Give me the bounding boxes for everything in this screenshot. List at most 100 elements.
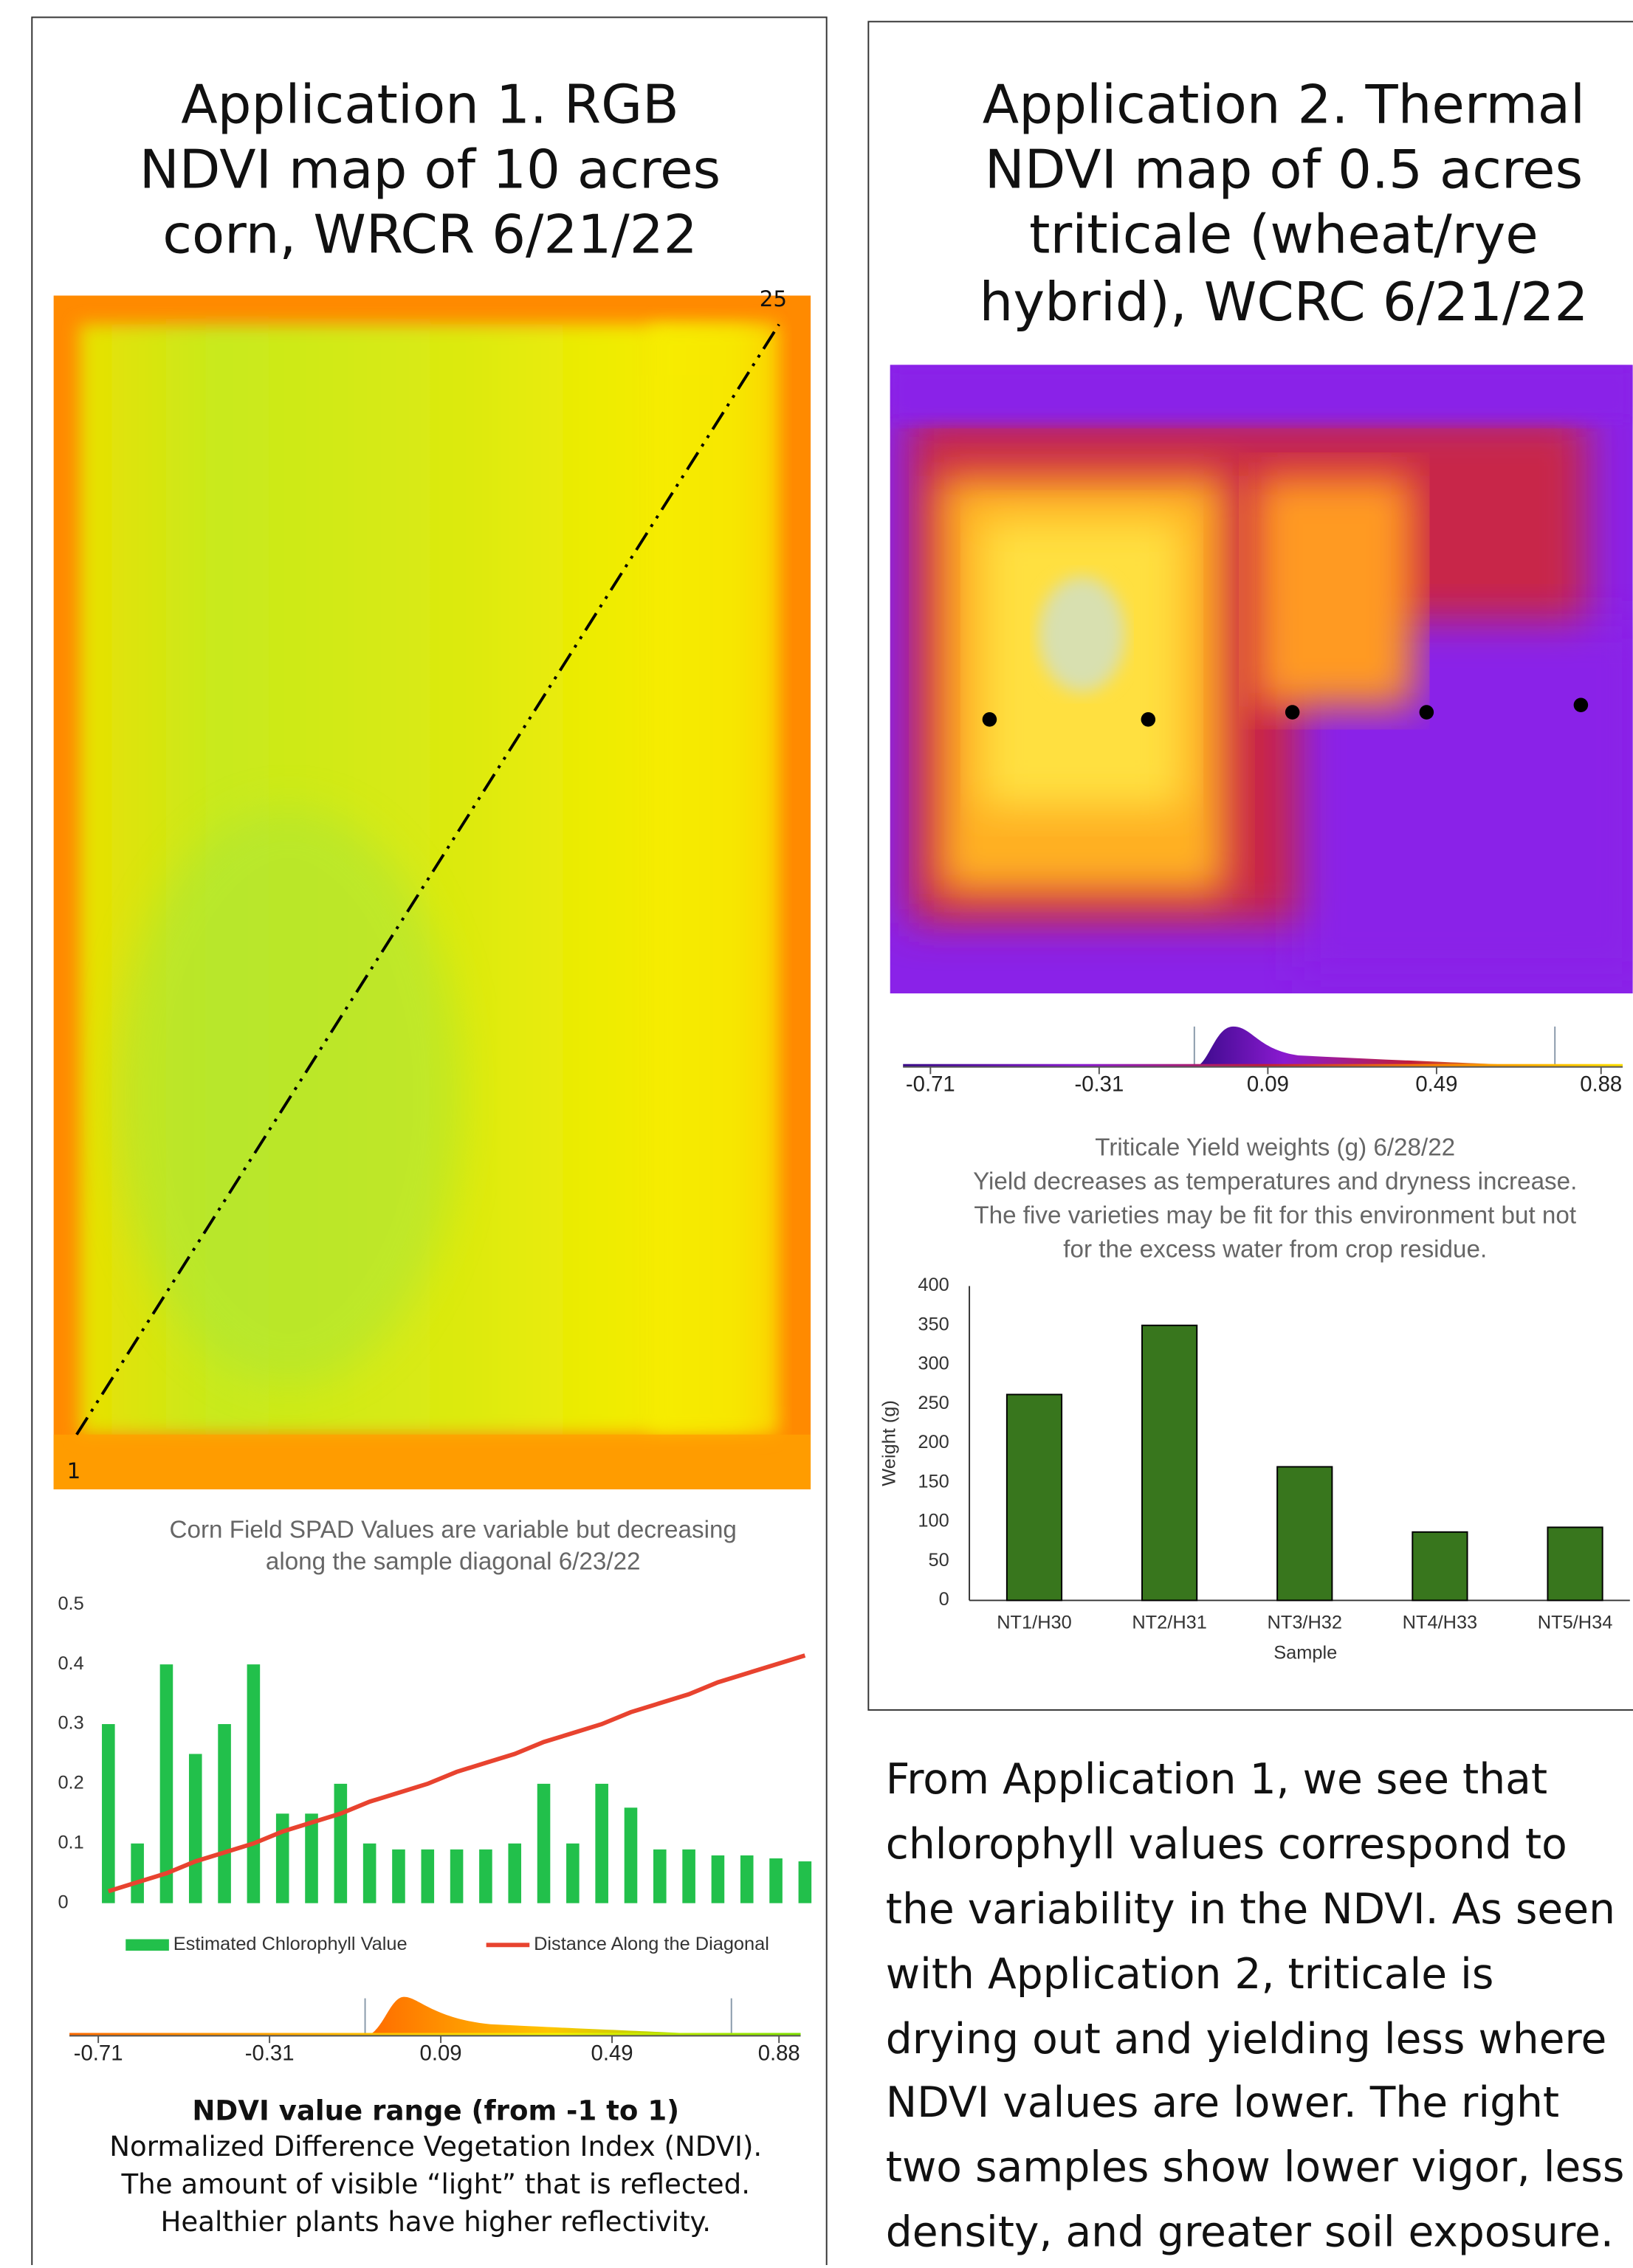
y-tick-label: 0 bbox=[939, 1589, 949, 1610]
y-tick-label: 300 bbox=[918, 1354, 949, 1374]
caption: Normalized Difference Vegetation Index (… bbox=[109, 2131, 762, 2162]
y-tick-label: 200 bbox=[918, 1432, 949, 1452]
colorbar-band bbox=[903, 1064, 1623, 1067]
body-text: From Application 1, we see that bbox=[886, 1755, 1547, 1804]
panel-title: corn, WRCR 6/21/22 bbox=[162, 204, 697, 266]
y-tick-label: 0.1 bbox=[58, 1832, 83, 1852]
sample-point bbox=[1141, 712, 1156, 727]
bar bbox=[102, 1724, 115, 1903]
density-curve bbox=[365, 1996, 732, 2036]
panel-frame bbox=[867, 21, 1633, 1711]
map-label: 25 bbox=[760, 286, 787, 311]
bar bbox=[595, 1783, 608, 1903]
chart-title: for the excess water from crop residue. bbox=[1063, 1235, 1487, 1263]
body-text: two samples show lower vigor, less bbox=[886, 2143, 1625, 2192]
caption-heading: NDVI value range (from -1 to 1) bbox=[192, 2095, 679, 2126]
x-tick-label: 0.88 bbox=[758, 2041, 800, 2066]
bar bbox=[711, 1855, 725, 1903]
y-tick-label: 50 bbox=[928, 1550, 949, 1571]
bar bbox=[798, 1861, 812, 1903]
bar bbox=[159, 1664, 173, 1903]
thermal-map bbox=[890, 365, 1633, 993]
panel-title: NDVI map of 0.5 acres bbox=[985, 139, 1583, 201]
x-tick-label: NT1/H30 bbox=[997, 1612, 1072, 1633]
y-axis-label: Weight (g) bbox=[879, 1400, 899, 1486]
sample-diagonal bbox=[75, 323, 780, 1435]
bar bbox=[653, 1849, 667, 1903]
chart-title: Corn Field SPAD Values are variable but … bbox=[170, 1516, 737, 1543]
x-tick-label: 0.09 bbox=[1247, 1072, 1289, 1097]
x-tick-label: NT3/H32 bbox=[1267, 1612, 1342, 1633]
bar bbox=[392, 1849, 405, 1903]
line-series bbox=[107, 1653, 806, 1894]
legend-label: Distance Along the Diagonal bbox=[534, 1934, 769, 1954]
body-text: chlorophyll values correspond to bbox=[886, 1820, 1567, 1869]
x-axis-label: Sample bbox=[1273, 1642, 1337, 1663]
x-tick-label: 0.49 bbox=[591, 2041, 633, 2066]
bar bbox=[305, 1813, 318, 1903]
body-text: drying out and yielding less where bbox=[886, 2015, 1607, 2064]
bar bbox=[1276, 1466, 1333, 1602]
panel-title: Application 1. RGB bbox=[181, 75, 678, 137]
bar bbox=[682, 1849, 695, 1903]
chart-title: Triticale Yield weights (g) 6/28/22 bbox=[1095, 1134, 1455, 1162]
y-tick-label: 250 bbox=[918, 1393, 949, 1413]
y-tick-label: 150 bbox=[918, 1471, 949, 1492]
chart-title: along the sample diagonal 6/23/22 bbox=[266, 1548, 641, 1575]
sample-point bbox=[1419, 705, 1434, 720]
bar bbox=[1547, 1526, 1603, 1602]
legend-swatch bbox=[126, 1939, 169, 1951]
panel-title: Application 2. Thermal bbox=[983, 75, 1585, 137]
bar bbox=[275, 1813, 289, 1903]
bar bbox=[1005, 1393, 1063, 1602]
x-tick-label: NT5/H34 bbox=[1538, 1612, 1613, 1633]
bar bbox=[566, 1843, 580, 1903]
caption: Healthier plants have higher reflectivit… bbox=[161, 2206, 712, 2238]
x-tick-label: NT4/H33 bbox=[1403, 1612, 1478, 1633]
bar bbox=[479, 1849, 492, 1903]
bar bbox=[362, 1843, 377, 1903]
bar bbox=[247, 1664, 261, 1903]
x-tick-label: 0.88 bbox=[1580, 1072, 1622, 1097]
density-curve bbox=[1194, 1026, 1555, 1067]
bar bbox=[769, 1858, 783, 1903]
y-tick-label: 0.3 bbox=[58, 1713, 83, 1734]
map-label: 1 bbox=[67, 1458, 81, 1483]
y-tick-label: 400 bbox=[918, 1275, 949, 1295]
y-tick-label: 100 bbox=[918, 1511, 949, 1531]
panel-title: triticale (wheat/rye bbox=[1029, 204, 1539, 266]
colorbar-band bbox=[69, 2033, 801, 2036]
bar bbox=[131, 1843, 144, 1903]
panel-frame bbox=[31, 16, 828, 2268]
y-tick-label: 0.5 bbox=[58, 1593, 83, 1614]
bar bbox=[508, 1843, 522, 1903]
bar bbox=[218, 1724, 231, 1903]
bar bbox=[421, 1849, 435, 1903]
bar bbox=[450, 1849, 464, 1903]
x-tick-label: -0.71 bbox=[906, 1072, 955, 1097]
sample-point bbox=[1285, 705, 1300, 720]
y-tick-label: 0 bbox=[58, 1892, 68, 1912]
sample-point bbox=[982, 712, 997, 727]
x-tick-label: -0.71 bbox=[74, 2041, 123, 2066]
panel-title: hybrid), WCRC 6/21/22 bbox=[980, 272, 1589, 334]
x-tick-label: 0.49 bbox=[1415, 1072, 1457, 1097]
x-tick-label: NT2/H31 bbox=[1132, 1612, 1207, 1633]
body-text: density, and greater soil exposure. bbox=[886, 2208, 1614, 2257]
bar bbox=[740, 1855, 754, 1903]
bar bbox=[188, 1754, 202, 1903]
body-text: with Application 2, triticale is bbox=[886, 1950, 1494, 1999]
bar bbox=[537, 1783, 551, 1903]
y-tick-label: 0.2 bbox=[58, 1773, 83, 1793]
y-tick-label: 350 bbox=[918, 1314, 949, 1334]
bar bbox=[1412, 1531, 1468, 1602]
bar bbox=[334, 1783, 348, 1903]
legend-label: Estimated Chlorophyll Value bbox=[173, 1934, 408, 1954]
x-tick-label: 0.09 bbox=[420, 2041, 462, 2066]
caption: The amount of visible “light” that is re… bbox=[121, 2168, 750, 2200]
y-tick-label: 0.4 bbox=[58, 1653, 83, 1674]
panel-title: NDVI map of 10 acres bbox=[140, 139, 721, 201]
ndvi-map bbox=[53, 295, 811, 1489]
